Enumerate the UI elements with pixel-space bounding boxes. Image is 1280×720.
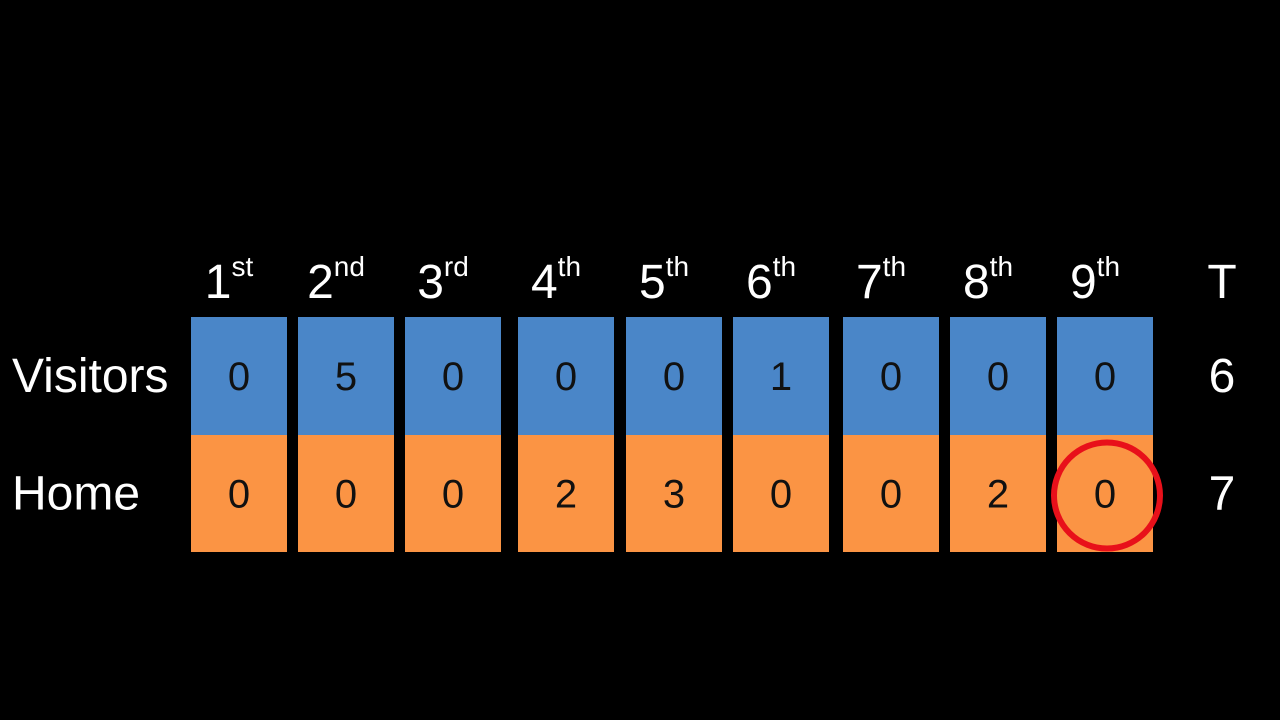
score-cell [191, 317, 287, 435]
score: 0 [228, 355, 250, 399]
score: 2 [987, 473, 1009, 517]
score: 0 [1094, 355, 1116, 399]
inning-suffix: th [990, 251, 1013, 282]
score-cell [1057, 317, 1153, 435]
score: 0 [880, 355, 902, 399]
score: 0 [770, 473, 792, 517]
total-score: 7 [1209, 468, 1236, 521]
row-label: Visitors [12, 350, 169, 403]
inning-suffix: th [1097, 251, 1120, 282]
score: 0 [987, 355, 1009, 399]
score-cell [733, 317, 829, 435]
inning-suffix: th [773, 251, 796, 282]
inning-number: 9 [1070, 256, 1097, 309]
inning-header: 6th [746, 251, 796, 309]
inning-suffix: th [666, 251, 689, 282]
inning-header: 2nd [307, 251, 365, 309]
score: 1 [770, 355, 792, 399]
inning-suffix: st [231, 251, 253, 282]
inning-header: 8th [963, 251, 1013, 309]
score-cell [626, 435, 722, 552]
score: 0 [335, 473, 357, 517]
highlight-circle [1051, 439, 1163, 552]
score-cell [626, 317, 722, 435]
score: 0 [442, 473, 464, 517]
score-cell [191, 435, 287, 552]
inning-header: 7th [856, 251, 906, 309]
score-cell [298, 317, 394, 435]
score-cell [405, 317, 501, 435]
inning-header: 1st [205, 251, 254, 309]
inning-number: 6 [746, 256, 773, 309]
score: 3 [663, 473, 685, 517]
inning-header: 4th [531, 251, 581, 309]
score: 0 [663, 355, 685, 399]
score-cell [733, 435, 829, 552]
inning-suffix: th [558, 251, 581, 282]
score-cell [518, 317, 614, 435]
score-cell [843, 317, 939, 435]
inning-number: 1 [205, 256, 232, 309]
score-cell [950, 435, 1046, 552]
score: 0 [1094, 473, 1116, 517]
inning-number: 2 [307, 256, 334, 309]
inning-header: 3rd [417, 251, 469, 309]
inning-number: 5 [639, 256, 666, 309]
score: 2 [555, 473, 577, 517]
row-label: Home [12, 468, 140, 521]
score: 5 [335, 355, 357, 399]
inning-header: 9th [1070, 251, 1120, 309]
score-cell [518, 435, 614, 552]
score-cell [405, 435, 501, 552]
inning-number: 7 [856, 256, 883, 309]
total-header: T [1207, 256, 1236, 309]
inning-number: 4 [531, 256, 558, 309]
inning-number: 3 [417, 256, 444, 309]
score: 0 [228, 473, 250, 517]
total-score: 6 [1209, 350, 1236, 403]
score-cell [298, 435, 394, 552]
score: 0 [880, 473, 902, 517]
inning-suffix: nd [334, 251, 365, 282]
inning-suffix: rd [444, 251, 469, 282]
score-cell [950, 317, 1046, 435]
score-cell [843, 435, 939, 552]
inning-header: 5th [639, 251, 689, 309]
score: 0 [442, 355, 464, 399]
inning-suffix: th [883, 251, 906, 282]
inning-number: 8 [963, 256, 990, 309]
score: 0 [555, 355, 577, 399]
